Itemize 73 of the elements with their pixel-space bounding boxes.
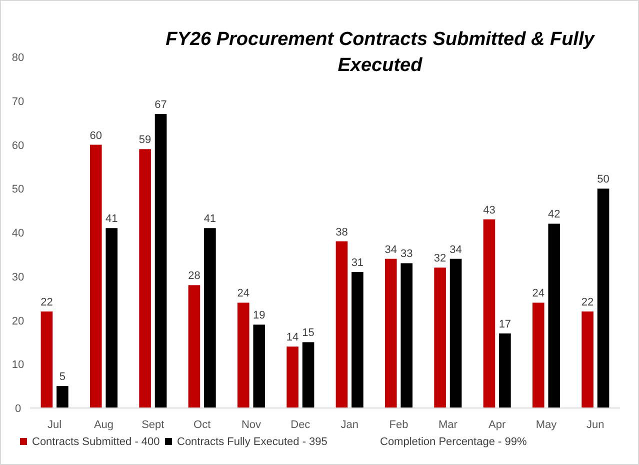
x-tick-label: Oct bbox=[194, 419, 211, 431]
x-tick-label: Jul bbox=[48, 419, 62, 431]
bar bbox=[237, 302, 250, 408]
data-label: 34 bbox=[384, 244, 398, 256]
x-tick-label: May bbox=[536, 419, 558, 431]
bar bbox=[450, 258, 462, 408]
bar bbox=[582, 311, 594, 408]
y-tick-label: 20 bbox=[12, 315, 24, 328]
bar bbox=[434, 268, 446, 408]
data-label: 59 bbox=[138, 134, 152, 146]
data-label: 22 bbox=[581, 296, 594, 308]
bar bbox=[154, 114, 167, 408]
y-tick-label: 60 bbox=[12, 140, 24, 152]
x-tick-label: Dec bbox=[290, 419, 311, 431]
bar bbox=[352, 272, 364, 408]
bar bbox=[499, 333, 511, 408]
y-tick-label: 10 bbox=[12, 359, 24, 372]
data-label: 43 bbox=[483, 204, 496, 216]
bar bbox=[400, 263, 413, 408]
data-label: 32 bbox=[434, 252, 446, 265]
legend-label: Contracts Fully Executed - 395 bbox=[177, 436, 328, 448]
bar bbox=[188, 285, 200, 408]
bar bbox=[286, 346, 298, 408]
data-label: 42 bbox=[548, 208, 560, 221]
bar bbox=[253, 324, 266, 408]
data-label: 34 bbox=[450, 244, 462, 256]
y-tick-label: 70 bbox=[12, 96, 24, 108]
x-tick-label: Jan bbox=[340, 419, 358, 431]
bar bbox=[90, 144, 102, 408]
bar bbox=[204, 228, 216, 408]
x-tick-label: Mar bbox=[438, 419, 458, 431]
data-label: 5 bbox=[59, 371, 66, 384]
x-tick-label: Aug bbox=[94, 419, 114, 431]
x-tick-label: Nov bbox=[241, 419, 262, 431]
bar bbox=[532, 302, 544, 408]
y-tick-label: 50 bbox=[12, 184, 24, 196]
data-label: 31 bbox=[351, 256, 364, 269]
bar bbox=[139, 149, 151, 408]
data-label: 15 bbox=[302, 327, 314, 340]
y-tick-label: 40 bbox=[12, 228, 24, 240]
y-tick-label: 80 bbox=[12, 52, 24, 64]
data-label: 67 bbox=[154, 99, 167, 112]
y-tick-label: 30 bbox=[12, 271, 24, 284]
x-tick-label: Jun bbox=[586, 419, 604, 431]
bar bbox=[40, 311, 53, 408]
legend-label: Contracts Submitted - 400 bbox=[32, 436, 160, 448]
chart-title: FY26 Procurement Contracts Submitted & Fully Executed bbox=[166, 29, 596, 76]
data-label: 33 bbox=[400, 248, 413, 260]
text: Completion Percentage - 99% bbox=[380, 436, 527, 448]
bar bbox=[336, 241, 348, 408]
data-label: 60 bbox=[90, 130, 102, 142]
data-label: 14 bbox=[286, 332, 299, 344]
bar bbox=[384, 258, 397, 408]
data-label: 38 bbox=[336, 226, 348, 238]
data-label: 24 bbox=[532, 288, 545, 300]
bar bbox=[56, 386, 68, 408]
x-tick-label: Feb bbox=[389, 419, 408, 431]
data-label: 50 bbox=[597, 174, 610, 186]
bar bbox=[106, 228, 118, 408]
x-tick-label: Sept bbox=[142, 419, 164, 431]
data-label: 28 bbox=[188, 270, 200, 282]
y-tick-label: 0 bbox=[14, 403, 22, 415]
data-label: 22 bbox=[40, 296, 53, 308]
data-label: 19 bbox=[252, 310, 266, 322]
data-label: 41 bbox=[105, 213, 118, 226]
data-label: 17 bbox=[498, 318, 512, 330]
data-label: 41 bbox=[204, 213, 216, 226]
data-label: 24 bbox=[237, 288, 250, 300]
bar bbox=[548, 224, 560, 408]
x-tick-label: Apr bbox=[488, 419, 506, 431]
bar bbox=[483, 219, 496, 408]
bar bbox=[302, 342, 314, 408]
bar bbox=[597, 188, 610, 408]
